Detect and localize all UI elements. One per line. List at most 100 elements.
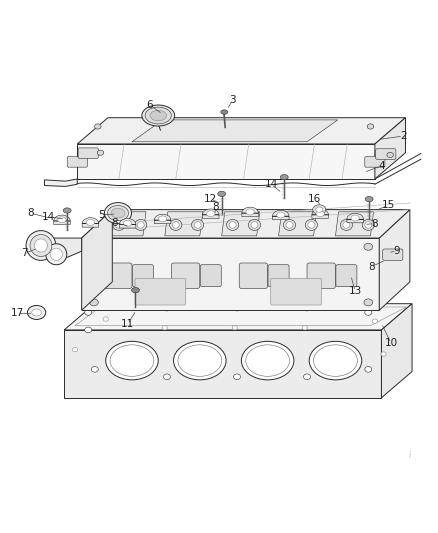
Ellipse shape — [85, 310, 92, 316]
Ellipse shape — [217, 191, 225, 197]
Ellipse shape — [371, 319, 377, 324]
Ellipse shape — [150, 110, 166, 121]
Ellipse shape — [113, 220, 125, 230]
Ellipse shape — [308, 341, 361, 380]
Ellipse shape — [280, 175, 288, 180]
FancyBboxPatch shape — [364, 157, 384, 167]
Polygon shape — [81, 238, 378, 310]
FancyBboxPatch shape — [306, 263, 335, 288]
Ellipse shape — [386, 152, 392, 158]
Text: 13: 13 — [348, 286, 361, 296]
Text: 10: 10 — [384, 338, 397, 348]
Ellipse shape — [304, 220, 317, 230]
Text: 15: 15 — [381, 200, 394, 210]
Polygon shape — [77, 144, 374, 179]
Ellipse shape — [46, 244, 67, 265]
Polygon shape — [64, 304, 411, 330]
Ellipse shape — [50, 248, 62, 261]
FancyBboxPatch shape — [239, 263, 267, 288]
Ellipse shape — [86, 220, 94, 225]
Ellipse shape — [111, 208, 125, 218]
Text: 8: 8 — [111, 218, 117, 228]
Text: 11: 11 — [121, 319, 134, 329]
Ellipse shape — [315, 207, 322, 212]
Ellipse shape — [364, 197, 372, 201]
Ellipse shape — [123, 220, 131, 227]
Text: 7: 7 — [21, 248, 28, 259]
Ellipse shape — [315, 211, 324, 216]
Text: 2: 2 — [399, 131, 406, 141]
Text: 14: 14 — [264, 179, 277, 189]
Ellipse shape — [34, 239, 47, 252]
Polygon shape — [44, 179, 77, 187]
Polygon shape — [81, 209, 409, 238]
Ellipse shape — [248, 220, 260, 230]
Polygon shape — [221, 212, 259, 236]
Ellipse shape — [191, 220, 203, 230]
Polygon shape — [374, 118, 405, 179]
Polygon shape — [346, 213, 363, 223]
Polygon shape — [272, 211, 288, 220]
Ellipse shape — [339, 220, 352, 230]
Ellipse shape — [27, 305, 46, 319]
Ellipse shape — [303, 374, 310, 379]
Ellipse shape — [106, 341, 158, 380]
Ellipse shape — [363, 299, 372, 306]
Ellipse shape — [89, 243, 98, 251]
Ellipse shape — [58, 217, 66, 223]
Ellipse shape — [301, 326, 307, 330]
Ellipse shape — [63, 208, 71, 213]
FancyBboxPatch shape — [103, 263, 132, 288]
Text: 5: 5 — [98, 210, 104, 220]
Ellipse shape — [342, 222, 349, 228]
Ellipse shape — [286, 222, 292, 228]
FancyBboxPatch shape — [78, 148, 98, 158]
Ellipse shape — [364, 222, 371, 228]
Ellipse shape — [233, 374, 240, 379]
Ellipse shape — [89, 299, 98, 306]
Text: 12: 12 — [204, 193, 217, 204]
Polygon shape — [241, 207, 258, 216]
Ellipse shape — [91, 367, 98, 372]
Ellipse shape — [366, 124, 373, 129]
FancyBboxPatch shape — [132, 265, 153, 287]
Ellipse shape — [283, 220, 295, 230]
Text: 8: 8 — [211, 203, 218, 213]
Text: i: i — [408, 451, 410, 460]
Ellipse shape — [206, 211, 214, 216]
Polygon shape — [77, 118, 405, 144]
Text: 6: 6 — [146, 100, 152, 110]
Ellipse shape — [85, 327, 92, 333]
FancyBboxPatch shape — [270, 278, 321, 305]
Ellipse shape — [103, 317, 108, 321]
Text: 16: 16 — [307, 193, 321, 204]
Ellipse shape — [350, 215, 358, 221]
Ellipse shape — [30, 235, 52, 256]
Ellipse shape — [104, 203, 131, 224]
Polygon shape — [108, 212, 146, 236]
Ellipse shape — [313, 345, 357, 376]
Ellipse shape — [232, 326, 237, 330]
Ellipse shape — [220, 110, 227, 114]
Text: 3: 3 — [229, 95, 235, 105]
Ellipse shape — [276, 212, 284, 218]
Polygon shape — [38, 238, 81, 259]
Ellipse shape — [32, 309, 41, 316]
Text: 8: 8 — [367, 262, 374, 271]
Text: 17: 17 — [11, 308, 24, 318]
Polygon shape — [335, 212, 373, 236]
FancyBboxPatch shape — [135, 278, 185, 305]
FancyBboxPatch shape — [67, 157, 87, 167]
FancyBboxPatch shape — [200, 265, 221, 287]
Ellipse shape — [94, 124, 101, 129]
Ellipse shape — [172, 222, 179, 228]
Ellipse shape — [303, 305, 310, 311]
Polygon shape — [81, 209, 112, 310]
Ellipse shape — [97, 150, 103, 155]
Ellipse shape — [131, 287, 139, 293]
Ellipse shape — [72, 348, 78, 352]
Ellipse shape — [361, 220, 374, 230]
Text: 8: 8 — [27, 208, 34, 218]
Polygon shape — [311, 209, 328, 219]
Ellipse shape — [141, 105, 174, 126]
